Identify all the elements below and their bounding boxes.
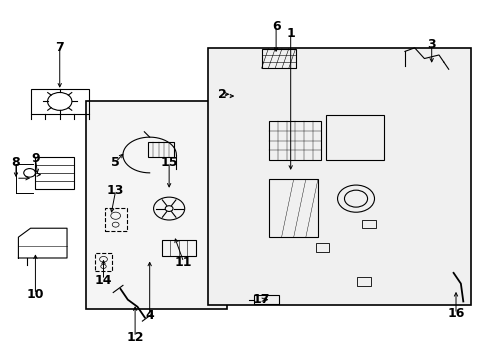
Bar [361,220,375,228]
Bar [35,157,74,189]
Text: 9: 9 [31,152,40,165]
Text: 6: 6 [271,20,280,33]
Bar [254,296,278,304]
Text: 3: 3 [427,38,435,51]
Text: 12: 12 [126,331,143,344]
Bar [162,240,196,256]
Text: 16: 16 [447,307,464,320]
Bar [261,49,295,68]
Text: 2: 2 [218,88,226,101]
Bar [104,208,126,231]
Bar [86,102,227,309]
Text: 1: 1 [286,27,294,40]
Text: 13: 13 [107,184,124,197]
Bar [207,48,469,305]
Bar [30,89,89,114]
Text: 11: 11 [175,256,192,269]
Text: 15: 15 [160,156,178,168]
Text: 17: 17 [252,293,270,306]
Bar [325,115,383,160]
Text: 7: 7 [55,41,64,54]
Bar [95,253,112,271]
Bar [269,179,317,237]
Bar [148,143,173,157]
Text: 4: 4 [145,309,154,322]
Bar [269,121,321,160]
Bar [315,243,329,252]
Text: 14: 14 [95,274,112,287]
Text: 8: 8 [12,156,20,168]
Bar [356,277,370,285]
Text: 5: 5 [111,156,120,168]
Text: 10: 10 [27,288,44,301]
